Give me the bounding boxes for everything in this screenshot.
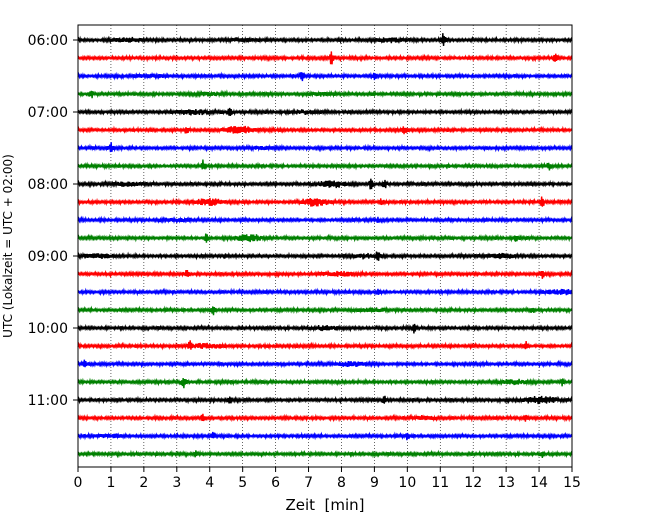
trace-0615 — [77, 51, 573, 65]
plot-frame — [77, 24, 573, 468]
x-tick-label: 4 — [205, 475, 214, 491]
x-tick-label: 0 — [74, 475, 83, 491]
x-tick-label: 13 — [497, 475, 515, 491]
x-tick-label: 11 — [431, 475, 449, 491]
x-tick-label: 12 — [464, 475, 482, 491]
y-axis-ticks: 06:00 07:00 08:00 09:00 10:00 11:00 — [28, 33, 78, 409]
x-tick-label: 9 — [370, 475, 379, 491]
y-tick-label: 08:00 — [28, 177, 68, 193]
trace-0900 — [77, 251, 573, 261]
x-tick-label: 7 — [304, 475, 313, 491]
x-tick-label: 15 — [563, 475, 581, 491]
x-tick-label: 8 — [337, 475, 346, 491]
y-axis-title: UTC (Lokalzeit = UTC + 02:00) — [1, 154, 15, 338]
x-tick-label: 3 — [172, 475, 181, 491]
trace-0645 — [77, 89, 573, 99]
y-tick-label: 06:00 — [28, 33, 68, 49]
trace-1130 — [77, 431, 573, 441]
trace-1000 — [77, 323, 573, 334]
x-tick-label: 14 — [530, 475, 548, 491]
trace-0830 — [77, 215, 573, 225]
trace-0715 — [77, 125, 573, 135]
trace-0915 — [77, 269, 573, 279]
trace-0815 — [77, 196, 573, 207]
y-tick-label: 09:00 — [28, 249, 68, 265]
y-tick-label: 11:00 — [28, 393, 68, 409]
trace-1145 — [77, 449, 573, 459]
x-tick-label: 10 — [398, 475, 416, 491]
x-axis-ticks: 0 1 2 3 4 5 6 7 8 9 10 11 12 13 14 15 — [74, 467, 581, 491]
trace-0845 — [77, 233, 573, 243]
trace-0730 — [77, 142, 573, 153]
y-tick-label: 07:00 — [28, 105, 68, 121]
trace-1030 — [77, 359, 573, 369]
x-axis-title: Zeit [min] — [285, 496, 364, 514]
trace-0630 — [77, 71, 573, 82]
trace-1045 — [77, 377, 573, 389]
y-tick-label: 10:00 — [28, 321, 68, 337]
x-tick-label: 2 — [139, 475, 148, 491]
seismogram-traces — [77, 33, 573, 459]
trace-0700 — [77, 107, 573, 117]
trace-0945 — [77, 305, 573, 316]
x-tick-label: 5 — [238, 475, 247, 491]
trace-0745 — [77, 159, 573, 171]
trace-0600 — [77, 33, 573, 47]
x-tick-label: 1 — [106, 475, 115, 491]
trace-1115 — [77, 413, 573, 423]
trace-1100 — [77, 395, 573, 405]
trace-1015 — [77, 340, 573, 351]
trace-0800 — [77, 178, 573, 190]
x-tick-label: 6 — [271, 475, 280, 491]
trace-0930 — [77, 287, 573, 297]
